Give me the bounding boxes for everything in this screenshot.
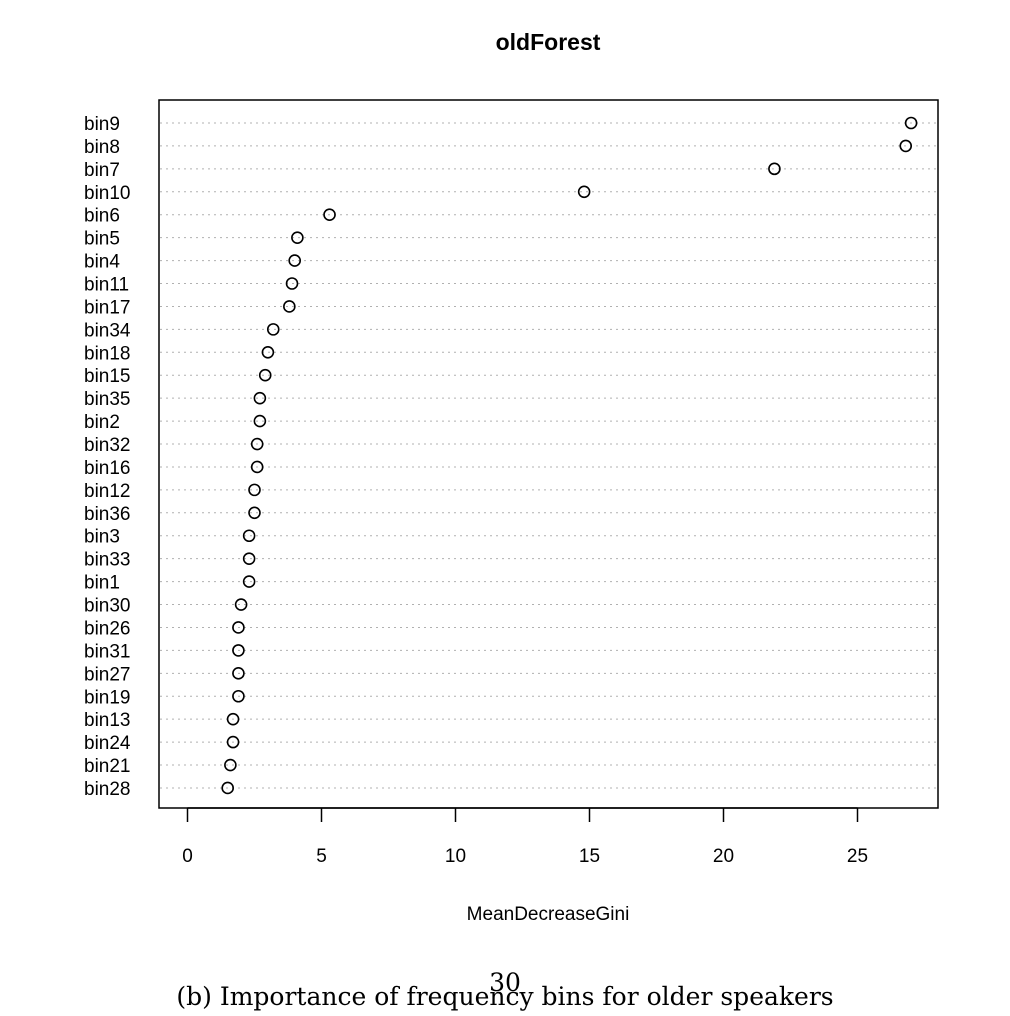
data-points [221, 116, 918, 795]
page-number: 30 [489, 968, 521, 997]
x-tick-label-10: 10 [445, 846, 466, 867]
point-bin9 [904, 116, 918, 130]
category-label-bin1: bin1 [84, 573, 120, 594]
point-bin6 [323, 208, 336, 222]
x-tick-label-0: 0 [182, 846, 193, 867]
category-label-bin34: bin34 [84, 320, 131, 341]
category-label-bin9: bin9 [84, 114, 120, 135]
x-tick-label-25: 25 [847, 846, 868, 867]
point-bin31 [232, 644, 245, 657]
point-bin24 [226, 735, 240, 749]
category-label-bin17: bin17 [84, 297, 131, 318]
category-label-bin4: bin4 [84, 252, 120, 273]
point-bin17 [283, 300, 296, 313]
point-bin36 [248, 506, 261, 520]
point-bin30 [234, 598, 248, 611]
point-bin13 [226, 712, 240, 726]
grid-lines [160, 122, 937, 789]
point-bin18 [261, 345, 275, 359]
category-label-bin11: bin11 [84, 275, 129, 296]
category-label-bin8: bin8 [84, 137, 120, 158]
category-label-bin10: bin10 [84, 183, 131, 204]
point-bin16 [250, 460, 264, 474]
category-label-bin6: bin6 [84, 206, 120, 227]
point-bin3 [242, 529, 256, 543]
category-label-bin30: bin30 [84, 596, 131, 617]
category-label-bin18: bin18 [84, 343, 131, 364]
x-tick-label-5: 5 [316, 846, 327, 867]
category-label-bin19: bin19 [84, 687, 131, 708]
point-bin19 [232, 689, 245, 703]
category-label-bin36: bin36 [84, 504, 131, 525]
point-bin15 [258, 368, 272, 382]
category-label-bin12: bin12 [84, 481, 131, 502]
category-label-bin33: bin33 [84, 550, 131, 571]
point-bin32 [250, 437, 264, 451]
plot-frame [158, 99, 939, 809]
x-tick-label-20: 20 [713, 846, 734, 867]
category-label-bin15: bin15 [84, 366, 131, 387]
category-label-bin21: bin21 [84, 756, 131, 777]
point-bin27 [232, 667, 245, 680]
point-bin12 [248, 483, 261, 497]
chart-title: oldForest [496, 29, 601, 55]
x-axis: 0 5 10 15 20 25 [182, 807, 868, 867]
point-bin26 [232, 621, 245, 634]
category-label-bin2: bin2 [84, 412, 120, 433]
point-bin11 [285, 277, 299, 290]
category-labels: bin9bin8bin7bin10bin6bin5bin4bin11bin17b… [84, 114, 131, 800]
category-label-bin27: bin27 [84, 664, 131, 685]
category-label-bin16: bin16 [84, 458, 131, 479]
category-label-bin3: bin3 [84, 527, 120, 548]
point-bin10 [577, 185, 591, 199]
x-tick-label-15: 15 [579, 846, 600, 867]
point-bin7 [768, 162, 781, 176]
point-bin34 [266, 323, 280, 336]
category-label-bin26: bin26 [84, 618, 131, 639]
point-bin28 [221, 781, 234, 795]
point-bin21 [224, 758, 237, 772]
dotchart: oldForest bin9bin8bin7bin10bin6bin5bin4b… [84, 29, 939, 925]
point-bin35 [253, 391, 267, 405]
point-bin2 [253, 414, 267, 428]
category-label-bin28: bin28 [84, 779, 131, 800]
point-bin4 [288, 254, 302, 267]
point-bin1 [242, 575, 256, 588]
category-label-bin32: bin32 [84, 435, 131, 456]
point-bin8 [899, 139, 913, 153]
category-label-bin24: bin24 [84, 733, 131, 754]
category-label-bin5: bin5 [84, 229, 120, 250]
figure-caption: (b) Importance of frequency bins for old… [176, 982, 834, 1011]
point-bin5 [291, 231, 304, 244]
point-bin33 [242, 552, 256, 565]
category-label-bin35: bin35 [84, 389, 131, 410]
category-label-bin31: bin31 [84, 641, 131, 662]
x-axis-label: MeanDecreaseGini [467, 904, 630, 925]
category-label-bin13: bin13 [84, 710, 131, 731]
category-label-bin7: bin7 [84, 160, 120, 181]
